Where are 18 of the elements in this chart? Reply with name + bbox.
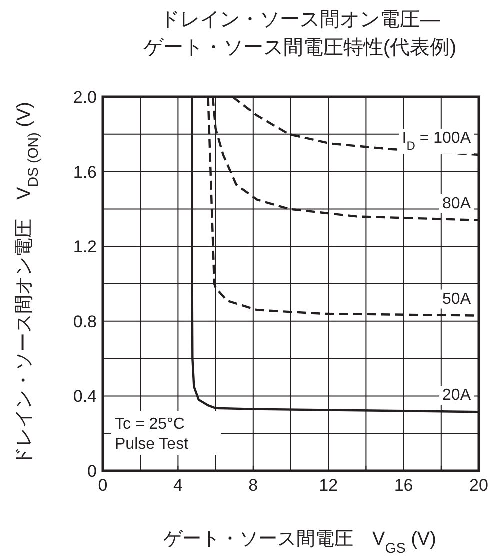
y-tick-label: 0.8 [73,312,97,332]
y-tick-label: 1.6 [73,162,97,182]
y-tick-label: 0 [88,462,97,481]
series-label: 50A [442,290,472,308]
chart-title: ドレイン・ソース間オン電圧— ゲート・ソース間電圧特性(代表例) [143,9,457,59]
y-tick-label: 1.2 [73,238,97,257]
x-tick-label: 4 [173,476,183,495]
y-tick-label: 0.4 [73,387,97,406]
x-tick-label: 20 [470,476,488,495]
x-tick-label: 8 [248,476,258,495]
x-tick-label: 12 [319,476,338,495]
series-label: 80A [442,195,472,212]
x-tick-label: 16 [394,476,414,495]
y-tick-label: 2.0 [73,88,97,107]
series-label: 20A [442,387,472,404]
series-label: I$_{D}$ = 100A [402,130,472,153]
x-axis-title: ゲート・ソース間電圧 V$_{GS}$ (V) [164,529,436,557]
annotation: Tc = 25°C Pulse Test [115,416,190,453]
